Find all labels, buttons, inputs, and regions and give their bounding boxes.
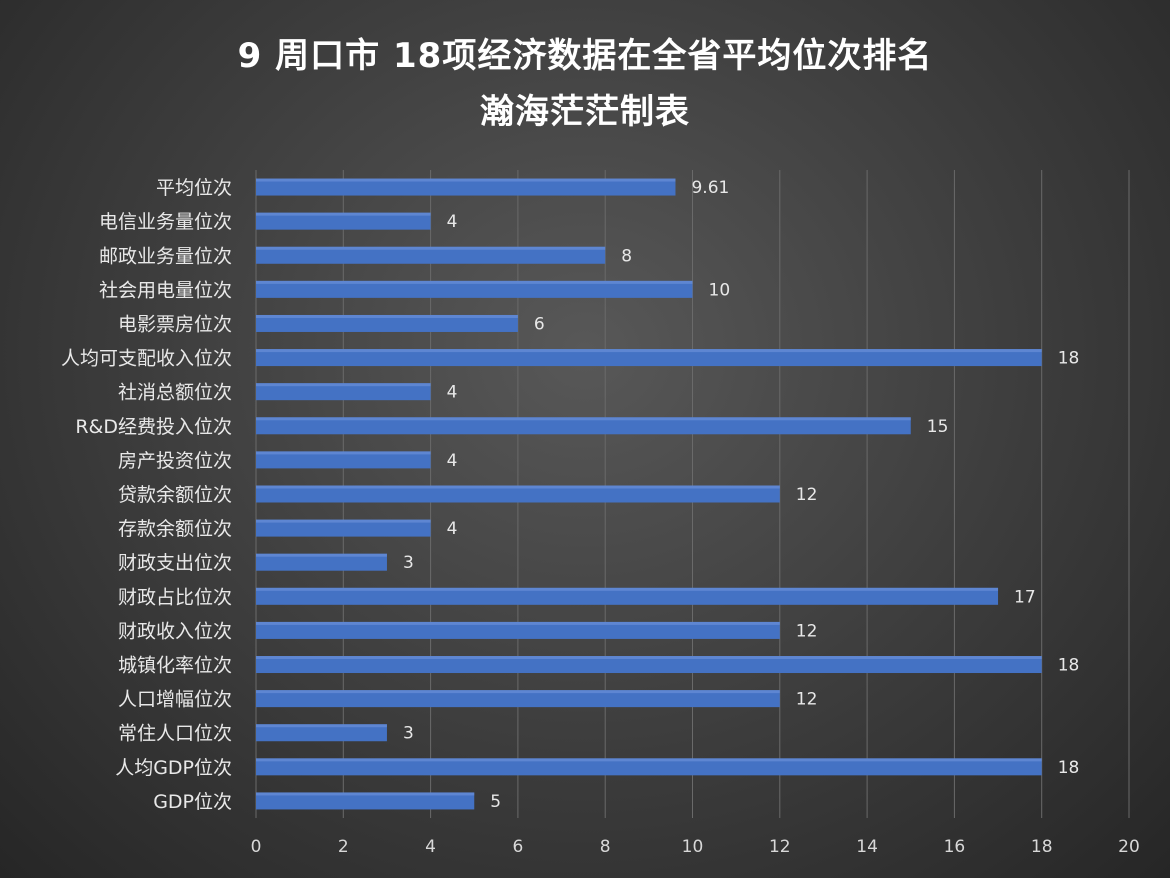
data-label: 15 xyxy=(927,417,949,437)
category-label: 社会用电量位次 xyxy=(99,279,232,301)
bar-highlight xyxy=(256,383,431,387)
bar xyxy=(256,724,387,742)
x-tick-label: 4 xyxy=(425,837,436,857)
data-label: 3 xyxy=(403,724,414,744)
bar-highlight xyxy=(256,485,780,489)
data-label: 18 xyxy=(1058,656,1080,676)
data-label: 5 xyxy=(490,792,501,812)
category-label: 财政收入位次 xyxy=(118,620,232,642)
bar xyxy=(256,758,1042,776)
bar-highlight xyxy=(256,280,693,284)
data-label: 12 xyxy=(796,621,818,641)
x-tick-label: 18 xyxy=(1031,837,1053,857)
data-label: 8 xyxy=(621,246,632,266)
bar xyxy=(256,621,780,639)
data-label: 4 xyxy=(447,212,458,232)
data-label: 4 xyxy=(447,451,458,471)
category-label: 人均GDP位次 xyxy=(115,757,232,779)
bar-highlight xyxy=(256,212,431,216)
data-label: 17 xyxy=(1014,587,1036,607)
category-label: 房产投资位次 xyxy=(118,450,232,472)
category-label: 财政占比位次 xyxy=(118,586,232,608)
chart-subtitle: 瀚海茫茫制表 xyxy=(480,92,690,132)
bar xyxy=(256,212,431,230)
bar xyxy=(256,690,780,708)
bar xyxy=(256,656,1042,674)
bar xyxy=(256,451,431,469)
category-label: 存款余额位次 xyxy=(118,518,232,540)
bar-highlight xyxy=(256,758,1042,762)
x-tick-label: 0 xyxy=(251,837,262,857)
x-tick-label: 8 xyxy=(600,837,611,857)
bar-highlight xyxy=(256,451,431,455)
category-label: 平均位次 xyxy=(156,177,232,199)
bar-highlight xyxy=(256,621,780,625)
category-label: R&D经费投入位次 xyxy=(75,416,232,438)
x-tick-label: 14 xyxy=(856,837,878,857)
bar-highlight xyxy=(256,519,431,523)
bar-highlight xyxy=(256,314,518,318)
bar xyxy=(256,417,911,435)
category-label: 城镇化率位次 xyxy=(118,655,232,677)
category-label: 常住人口位次 xyxy=(118,723,232,745)
bar xyxy=(256,280,693,298)
data-label: 4 xyxy=(447,519,458,539)
bar xyxy=(256,519,431,537)
x-tick-label: 2 xyxy=(338,837,349,857)
bar xyxy=(256,553,387,571)
bar-highlight xyxy=(256,690,780,694)
data-label: 6 xyxy=(534,314,545,334)
data-label: 9.61 xyxy=(691,178,729,198)
category-label: 贷款余额位次 xyxy=(118,484,232,506)
bar-highlight xyxy=(256,587,999,591)
bar-highlight xyxy=(256,246,606,250)
bar-highlight xyxy=(256,553,387,557)
category-label: 财政支出位次 xyxy=(118,552,232,574)
data-label: 3 xyxy=(403,553,414,573)
category-label: GDP位次 xyxy=(153,791,232,813)
category-label: 电影票房位次 xyxy=(118,313,232,335)
category-label: 人均可支配收入位次 xyxy=(61,348,232,370)
bar xyxy=(256,485,780,503)
bar xyxy=(256,587,999,605)
x-tick-label: 12 xyxy=(769,837,791,857)
category-label: 电信业务量位次 xyxy=(99,211,232,233)
x-tick-label: 6 xyxy=(512,837,523,857)
bar xyxy=(256,383,431,401)
data-label: 10 xyxy=(709,280,731,300)
data-label: 18 xyxy=(1058,758,1080,778)
category-label: 社消总额位次 xyxy=(118,382,232,404)
chart-title: 9 周口市 18项经济数据在全省平均位次排名 xyxy=(237,36,933,76)
data-label: 12 xyxy=(796,485,818,505)
data-label: 12 xyxy=(796,690,818,710)
category-label: 人口增幅位次 xyxy=(118,689,232,711)
bar xyxy=(256,246,606,264)
bar-highlight xyxy=(256,656,1042,660)
x-tick-label: 10 xyxy=(682,837,704,857)
x-tick-label: 20 xyxy=(1118,837,1140,857)
category-label: 邮政业务量位次 xyxy=(99,245,232,267)
bar xyxy=(256,178,676,196)
bar-highlight xyxy=(256,724,387,728)
bar-highlight xyxy=(256,417,911,421)
data-label: 18 xyxy=(1058,349,1080,369)
bar-highlight xyxy=(256,178,676,182)
bar-highlight xyxy=(256,349,1042,353)
bar xyxy=(256,349,1042,367)
bar xyxy=(256,314,518,332)
data-label: 4 xyxy=(447,383,458,403)
x-tick-label: 16 xyxy=(944,837,966,857)
bar xyxy=(256,792,475,810)
bar-highlight xyxy=(256,792,475,796)
